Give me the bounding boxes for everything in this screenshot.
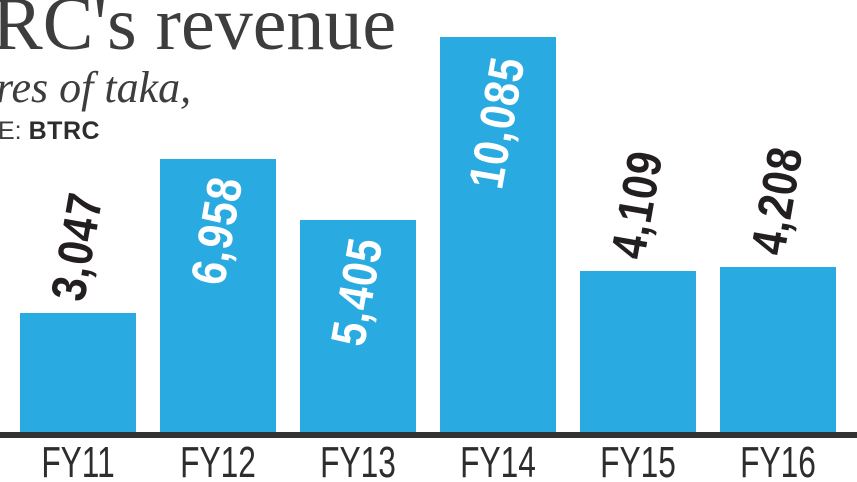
bar [440,37,556,432]
bar-value-label: 4,208 [741,142,814,260]
bar-group: 10,085 FY14 [440,0,556,482]
chart-subtitle: res of taka, [0,63,192,112]
x-axis-label: FY12 [180,438,256,482]
bar-value-label: 4,109 [601,146,674,264]
source-label: E: [0,117,22,145]
source-name: BTRC [28,117,101,145]
x-axis-label: FY16 [740,438,816,482]
bar-group: 4,208 FY16 [720,0,836,482]
plot-area: 3,047 FY11 6,958 FY12 5,405 FY13 10,085 FY14 4,1… [20,0,836,482]
bar-value-label: 3,047 [41,188,114,306]
bar-group: 3,047 FY11 [20,0,136,482]
bar [720,267,836,432]
x-axis-label: FY11 [41,438,115,482]
bar-group: 4,109 FY15 [580,0,696,482]
bar [580,271,696,432]
bar-group: 5,405 FY13 [300,0,416,482]
x-axis-line [0,432,857,438]
source-line: E: BTRC [0,119,100,144]
bar-group: 6,958 FY12 [160,0,276,482]
x-axis-label: FY14 [460,438,536,482]
chart-title: RC's revenue [0,0,397,66]
x-axis-label: FY13 [320,438,396,482]
bar [160,159,276,432]
x-axis-label: FY15 [600,438,676,482]
bar [20,313,136,432]
bar [300,220,416,432]
